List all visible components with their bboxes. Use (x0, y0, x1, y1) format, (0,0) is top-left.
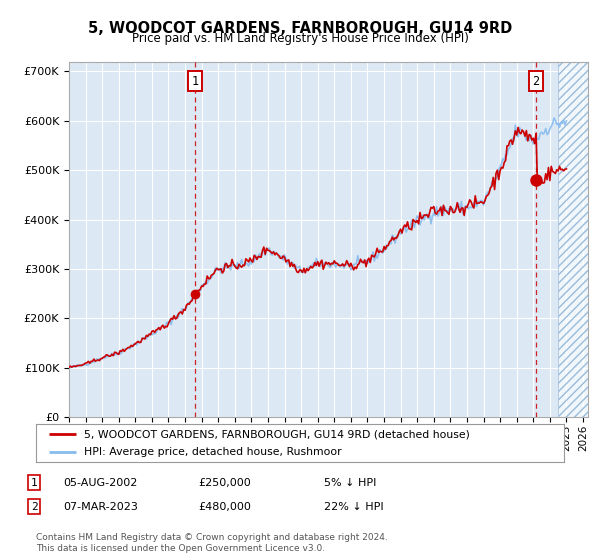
Text: Price paid vs. HM Land Registry's House Price Index (HPI): Price paid vs. HM Land Registry's House … (131, 32, 469, 45)
Text: 1: 1 (191, 74, 199, 88)
Text: 2: 2 (533, 74, 539, 88)
Bar (558, 62, 588, 417)
Text: 22% ↓ HPI: 22% ↓ HPI (324, 502, 383, 512)
Text: 5% ↓ HPI: 5% ↓ HPI (324, 478, 376, 488)
Bar (558, 62, 588, 417)
Text: 05-AUG-2002: 05-AUG-2002 (63, 478, 137, 488)
Text: £250,000: £250,000 (198, 478, 251, 488)
Text: 5, WOODCOT GARDENS, FARNBOROUGH, GU14 9RD: 5, WOODCOT GARDENS, FARNBOROUGH, GU14 9R… (88, 21, 512, 36)
Text: Contains HM Land Registry data © Crown copyright and database right 2024.
This d: Contains HM Land Registry data © Crown c… (36, 533, 388, 553)
Text: 07-MAR-2023: 07-MAR-2023 (63, 502, 138, 512)
Text: HPI: Average price, detached house, Rushmoor: HPI: Average price, detached house, Rush… (83, 447, 341, 458)
Text: £480,000: £480,000 (198, 502, 251, 512)
Text: 2: 2 (31, 502, 38, 512)
Text: 5, WOODCOT GARDENS, FARNBOROUGH, GU14 9RD (detached house): 5, WOODCOT GARDENS, FARNBOROUGH, GU14 9R… (83, 429, 469, 439)
Text: 1: 1 (31, 478, 38, 488)
